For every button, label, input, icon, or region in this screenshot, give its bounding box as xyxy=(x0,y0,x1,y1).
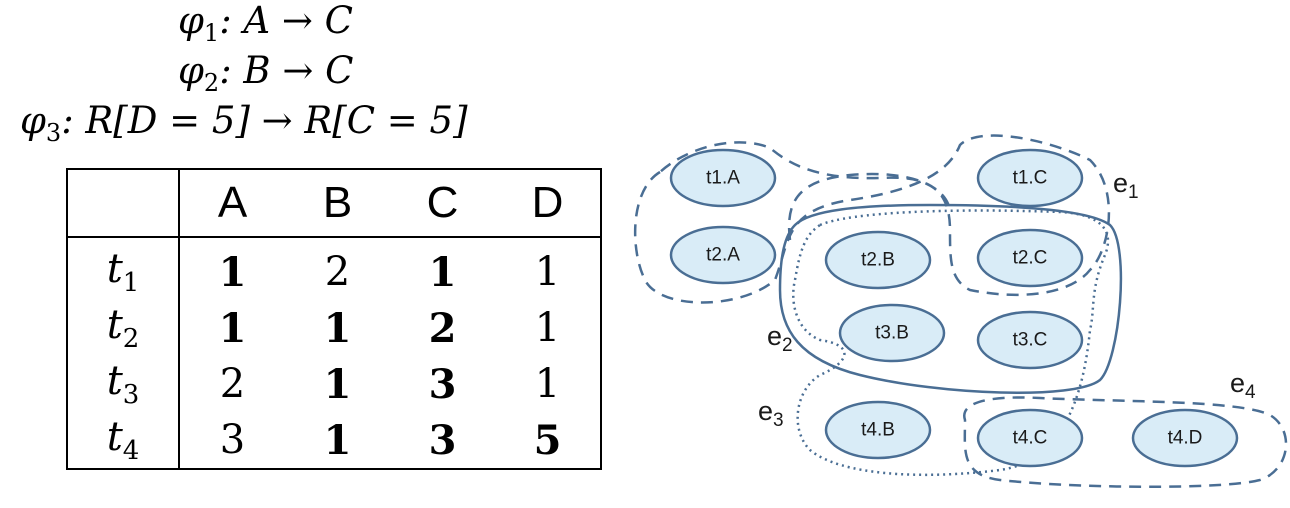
svg-text:t1.C: t1.C xyxy=(1013,168,1048,189)
edge-label-e3: e3 xyxy=(758,396,784,431)
formula-phi1: φ1: A → C xyxy=(178,0,353,47)
node-t2A: t2.A xyxy=(669,225,777,285)
node-t3C: t3.C xyxy=(976,310,1084,370)
table-cell: 1 xyxy=(534,361,561,407)
table-cell: 1 xyxy=(428,248,457,296)
table-cell: 2 xyxy=(324,249,351,295)
tuple-label: t4 xyxy=(67,412,180,469)
table-cell: 1 xyxy=(534,305,561,351)
edge-label-e2: e2 xyxy=(767,321,793,356)
table-cell: 2 xyxy=(219,361,246,407)
table-cell: 1 xyxy=(323,416,352,464)
svg-text:t4.C: t4.C xyxy=(1013,428,1048,449)
table-cell: 1 xyxy=(323,360,352,408)
tuple-label: t3 xyxy=(67,356,180,412)
hyperedge-e1-inner xyxy=(787,172,952,241)
column-header: D xyxy=(495,169,601,238)
node-t4B: t4.B xyxy=(824,400,932,460)
table-cell: 5 xyxy=(533,416,562,464)
node-t4C: t4.C xyxy=(976,408,1084,468)
node-t2B: t2.B xyxy=(824,230,932,290)
constraint-formulas: φ1: A → C φ2: B → C φ3: R[D = 5] → R[C =… xyxy=(0,0,560,160)
table-header-row: A B C D xyxy=(67,169,601,238)
table-cell: 1 xyxy=(218,304,247,352)
table-cell: 2 xyxy=(428,304,457,352)
column-header: C xyxy=(390,169,495,238)
table-cell: 3 xyxy=(428,416,457,464)
edge-label-e1: e1 xyxy=(1113,168,1139,203)
table-corner-cell xyxy=(67,169,180,238)
hyperedge-e2 xyxy=(778,203,1123,394)
table-row: t4 3 1 3 5 xyxy=(67,412,601,469)
tuple-label: t2 xyxy=(67,300,180,356)
table-row: t3 2 1 3 1 xyxy=(67,356,601,412)
table-cell: 1 xyxy=(323,304,352,352)
hyperedge-e1 xyxy=(633,134,1111,304)
table-cell: 3 xyxy=(219,417,246,463)
table-cell: 1 xyxy=(534,249,561,295)
node-t4D: t4.D xyxy=(1131,408,1239,468)
svg-text:t4.D: t4.D xyxy=(1168,428,1203,449)
tuple-label: t1 xyxy=(67,237,180,300)
svg-text:t2.B: t2.B xyxy=(861,250,895,271)
hyperedge-e4 xyxy=(963,396,1288,489)
edge-label-e4: e4 xyxy=(1230,368,1256,403)
column-header: A xyxy=(179,169,285,238)
svg-text:t3.B: t3.B xyxy=(875,323,909,344)
svg-text:t2.A: t2.A xyxy=(706,245,740,266)
svg-text:t3.C: t3.C xyxy=(1013,330,1048,351)
node-t3B: t3.B xyxy=(838,303,946,363)
table-cell: 1 xyxy=(218,248,247,296)
node-t1C: t1.C xyxy=(976,148,1084,208)
svg-text:t4.B: t4.B xyxy=(861,420,895,441)
node-t2C: t2.C xyxy=(976,228,1084,288)
svg-text:t1.A: t1.A xyxy=(706,168,740,189)
node-t1A: t1.A xyxy=(669,148,777,208)
hyperedge-e3 xyxy=(792,209,1110,477)
table-row: t1 1 2 1 1 xyxy=(67,237,601,300)
table-cell: 3 xyxy=(428,360,457,408)
hypergraph-diagram: t1.A t1.C t2.A t2.B t2.C t3.B t3.C t4.B … xyxy=(633,134,1288,489)
table-row: t2 1 1 2 1 xyxy=(67,300,601,356)
formula-phi3: φ3: R[D = 5] → R[C = 5] xyxy=(20,99,468,147)
column-header: B xyxy=(285,169,390,238)
formula-phi2: φ2: B → C xyxy=(178,49,354,97)
relation-table: A B C D t1 1 2 1 1 t2 1 1 2 1 t3 2 1 3 1 t4 3 1 3 5 xyxy=(66,168,602,470)
svg-text:t2.C: t2.C xyxy=(1013,248,1048,269)
